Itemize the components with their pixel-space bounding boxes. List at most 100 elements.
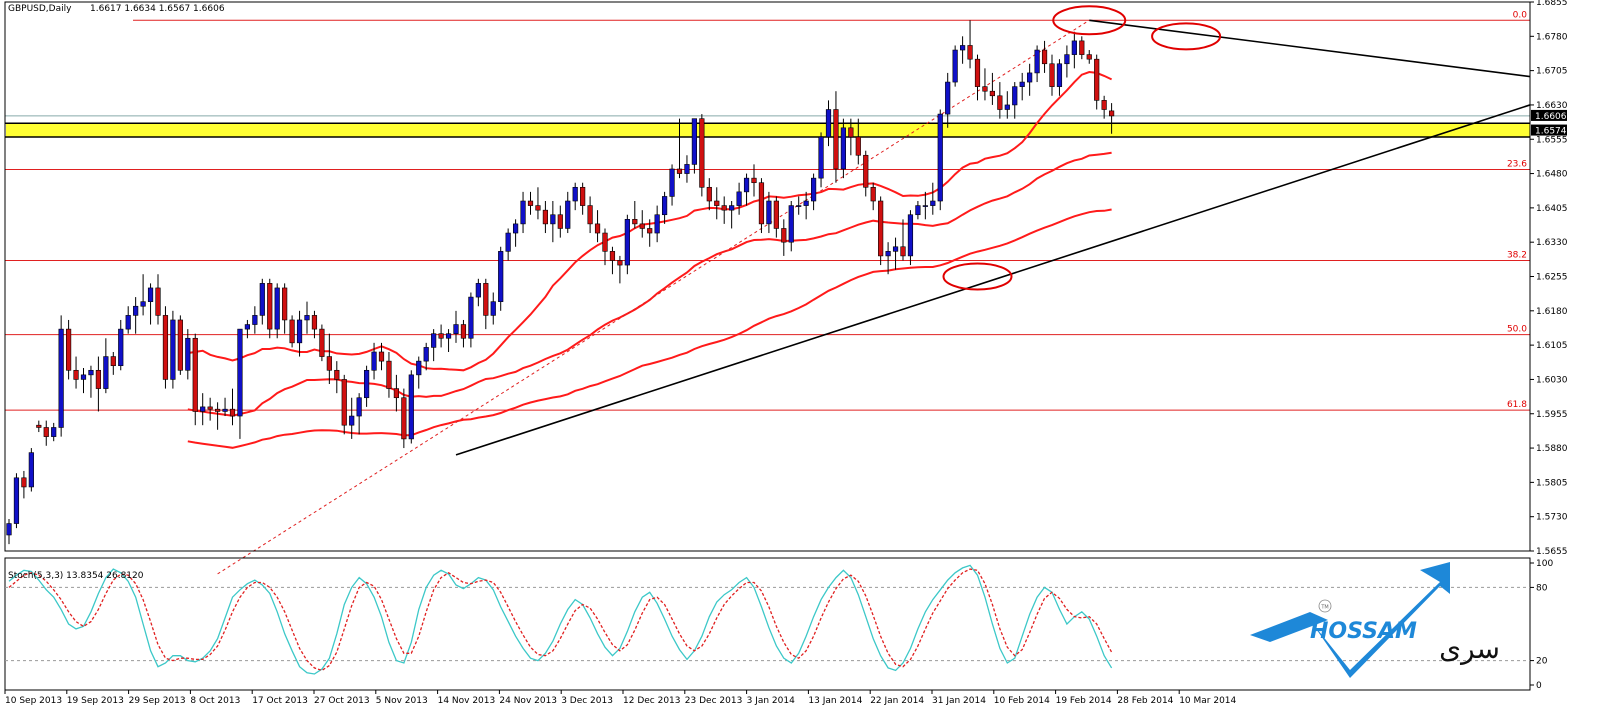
candle-body xyxy=(922,205,928,207)
y-tick-label: 1.5655 xyxy=(1536,547,1568,557)
swoosh-arrow-icon xyxy=(1310,562,1450,678)
highlight-ellipse xyxy=(942,262,1013,291)
candle-body xyxy=(974,58,981,87)
y-tick-label: 1.6780 xyxy=(1536,32,1568,42)
candle-body xyxy=(222,408,228,412)
candle-body xyxy=(334,369,340,380)
x-tick-label: 10 Mar 2014 xyxy=(1179,696,1236,706)
candle-body xyxy=(110,356,116,367)
x-tick-label: 10 Sep 2013 xyxy=(5,696,62,706)
candle-body xyxy=(937,113,943,202)
x-tick-label: 3 Dec 2013 xyxy=(561,696,613,706)
y-tick-label: 1.6555 xyxy=(1536,135,1568,145)
candle-body xyxy=(684,164,690,174)
x-tick-label: 3 Jan 2014 xyxy=(747,696,795,706)
candle-body xyxy=(319,328,325,357)
candle-body xyxy=(1049,63,1055,87)
candle-body xyxy=(542,209,548,225)
candle-body xyxy=(885,251,891,257)
candle-body xyxy=(349,415,355,426)
candle-body xyxy=(647,228,653,234)
candle-body xyxy=(580,186,586,206)
candle-body xyxy=(408,374,414,440)
candle-body xyxy=(669,168,675,197)
main-frame xyxy=(4,1,1531,552)
candle-body xyxy=(416,360,422,376)
stoch-signal-line xyxy=(8,568,1113,672)
trademark-circle xyxy=(1318,599,1332,613)
candle-body xyxy=(1109,110,1115,117)
candle-body xyxy=(296,319,303,344)
stoch-y-tick-label: 0 xyxy=(1536,681,1542,691)
y-tick-label: 1.6405 xyxy=(1536,204,1568,214)
y-tick-label: 1.6705 xyxy=(1536,67,1568,77)
candle-body xyxy=(639,223,645,229)
y-tick-label: 1.6330 xyxy=(1536,238,1568,248)
candle-body xyxy=(155,287,161,316)
candle-body xyxy=(810,177,817,202)
candle-body xyxy=(393,388,400,399)
fib-retracement-line xyxy=(217,19,1090,575)
candle-body xyxy=(699,118,705,188)
candle-body xyxy=(848,127,854,138)
candle-body xyxy=(572,186,578,202)
candle-body xyxy=(73,369,79,380)
candle-body xyxy=(66,328,72,371)
stoch-main-line xyxy=(8,564,1113,675)
candle-body xyxy=(438,333,444,339)
logo-arabic-text: سرى xyxy=(1439,632,1500,665)
y-tick-label: 1.6105 xyxy=(1536,341,1568,351)
support-zone xyxy=(5,115,1530,138)
candle-body xyxy=(900,246,906,257)
x-tick-label: 27 Oct 2013 xyxy=(314,696,370,706)
candle-body xyxy=(535,205,541,211)
highlight-ellipse xyxy=(1151,22,1222,51)
candle-body xyxy=(833,109,839,170)
x-tick-label: 17 Oct 2013 xyxy=(252,696,308,706)
candle-body xyxy=(743,177,750,193)
x-tick-label: 22 Jan 2014 xyxy=(870,696,924,706)
candle-body xyxy=(587,205,593,225)
fib-level-label: 50.0 xyxy=(1507,325,1527,335)
candle-body xyxy=(676,168,683,174)
candle-body xyxy=(326,356,332,371)
candle-body xyxy=(177,319,183,371)
candle-body xyxy=(147,287,154,302)
candle-body xyxy=(21,477,27,488)
logo-brand-text: HOSSAM xyxy=(1310,619,1417,644)
candle-body xyxy=(550,214,556,225)
candle-body xyxy=(259,283,265,316)
symbol-title: GBPUSD,Daily xyxy=(8,4,72,14)
candle-body xyxy=(401,397,407,440)
candle-body xyxy=(632,219,638,225)
candle-body xyxy=(363,369,370,399)
candle-body xyxy=(967,45,973,60)
moving-average-line xyxy=(187,151,1112,417)
candle-body xyxy=(475,283,481,298)
candle-body xyxy=(468,296,474,339)
fib-level-label: 0.0 xyxy=(1513,10,1528,20)
candle-body xyxy=(311,315,318,330)
x-tick-label: 31 Jan 2014 xyxy=(932,696,986,706)
candle-body xyxy=(989,90,995,97)
candle-body xyxy=(200,406,206,412)
candle-body xyxy=(371,351,377,371)
candle-body xyxy=(781,228,787,243)
candle-body xyxy=(267,283,273,330)
candle-body xyxy=(952,49,958,83)
candle-body xyxy=(103,356,109,389)
candle-body xyxy=(907,214,914,257)
candle-body xyxy=(244,324,251,330)
candle-body xyxy=(1004,104,1010,110)
candle-body xyxy=(855,136,861,156)
support-trendline xyxy=(455,104,1531,456)
candle-body xyxy=(43,427,49,437)
candle-body xyxy=(192,337,198,412)
candle-body xyxy=(602,232,608,252)
fib-level-label: 61.8 xyxy=(1507,400,1527,410)
candle-body xyxy=(945,81,951,115)
candle-body xyxy=(825,109,832,138)
x-tick-label: 12 Dec 2013 xyxy=(623,696,681,706)
